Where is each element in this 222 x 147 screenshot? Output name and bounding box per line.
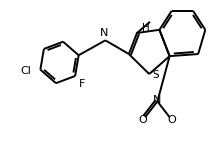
Text: S: S xyxy=(152,70,159,80)
Text: N: N xyxy=(153,95,162,105)
Text: F: F xyxy=(79,79,86,89)
Text: N: N xyxy=(100,28,109,38)
Text: O: O xyxy=(167,115,176,125)
Text: H: H xyxy=(142,23,150,33)
Text: Cl: Cl xyxy=(20,66,31,76)
Text: O: O xyxy=(139,115,147,125)
